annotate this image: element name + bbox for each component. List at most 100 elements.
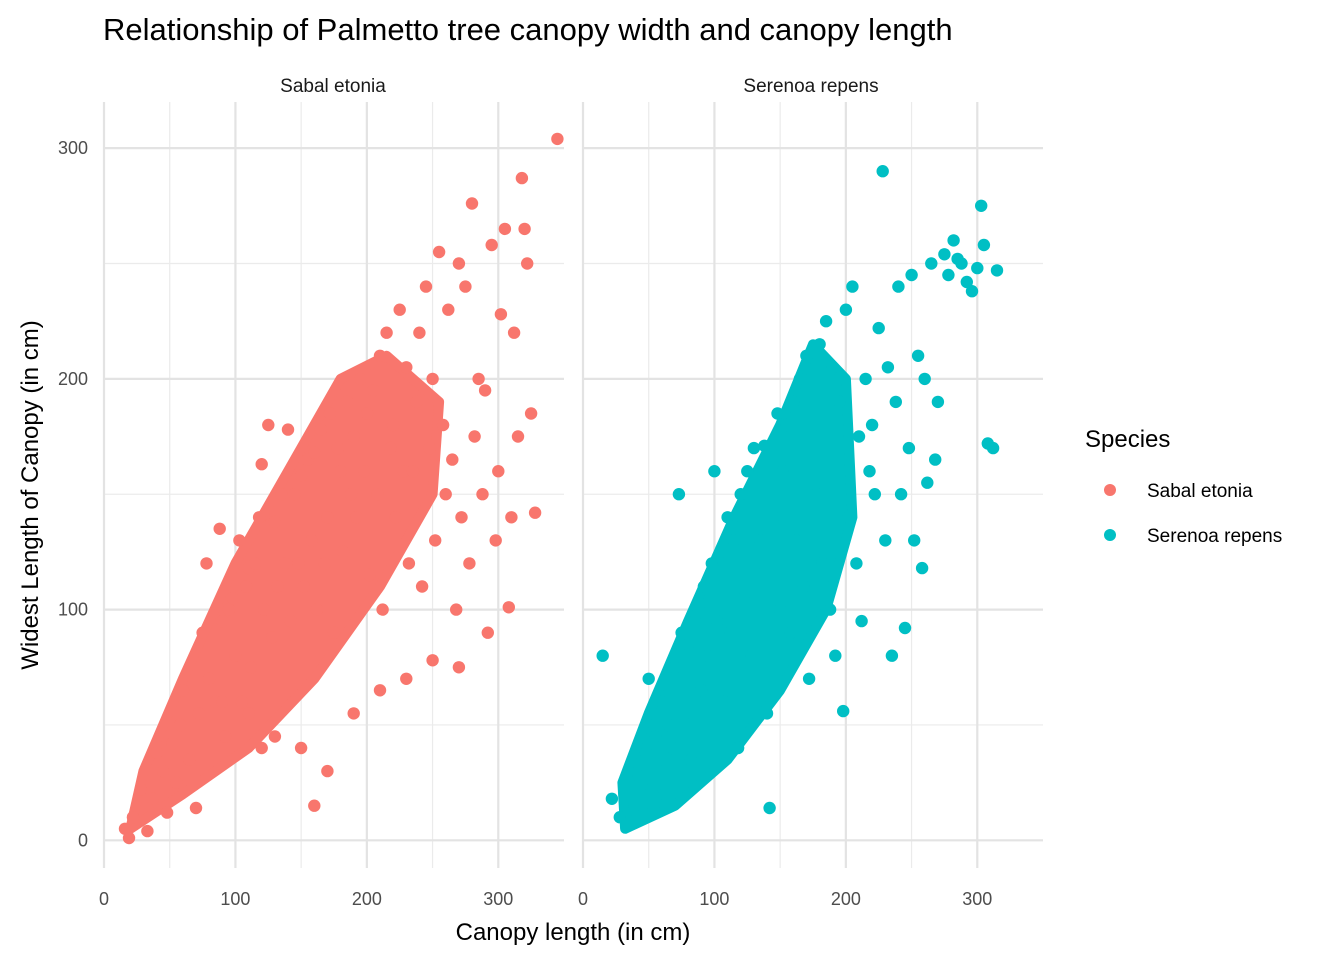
scatter-point [879, 534, 892, 547]
scatter-point [876, 165, 889, 178]
scatter-point [380, 326, 393, 339]
scatter-point [942, 268, 955, 282]
scatter-point [505, 511, 518, 524]
y-tick-label: 300 [58, 138, 88, 158]
scatter-point [402, 557, 416, 570]
scatter-point [649, 730, 662, 743]
scatter-point [763, 801, 776, 815]
scatter-point [373, 349, 387, 362]
scatter-point [837, 704, 850, 718]
scatter-point [233, 534, 246, 547]
scatter-point [852, 430, 866, 443]
scatter-point [819, 315, 833, 328]
scatter-point [810, 488, 824, 501]
scatter-point [925, 257, 938, 270]
scatter-point [947, 234, 960, 247]
scatter-point [344, 488, 358, 501]
scatter-point [358, 465, 371, 478]
scatter-point [524, 407, 538, 420]
scatter-point [898, 621, 912, 635]
scatter-point [141, 824, 154, 838]
scatter-point [515, 171, 529, 185]
x-tick-label: 300 [483, 889, 513, 909]
scatter-point [393, 303, 406, 316]
scatter-point [386, 418, 400, 432]
scatter-point [902, 441, 916, 455]
scatter-point [613, 811, 626, 824]
scatter-point [452, 661, 466, 674]
scatter-point [850, 557, 863, 570]
scatter-point [321, 511, 334, 524]
scatter-point [750, 557, 763, 570]
scatter-point [174, 718, 187, 732]
scatter-point [268, 730, 282, 743]
scatter-point [965, 285, 979, 298]
scatter-point [347, 707, 360, 720]
scatter-point [859, 372, 872, 386]
scatter-point [960, 275, 973, 289]
scatter-point [784, 626, 797, 639]
scatter-point [455, 511, 468, 524]
scatter-point [450, 603, 463, 616]
scatter-point [308, 799, 321, 812]
scatter-point [842, 511, 855, 524]
scatter-point [337, 545, 350, 559]
scatter-point [802, 672, 816, 685]
y-tick-label: 200 [58, 369, 88, 389]
scatter-point [268, 515, 282, 529]
scatter-point [675, 626, 688, 639]
scatter-point [727, 534, 741, 547]
scatter-point [816, 557, 829, 570]
scatter-point [415, 580, 429, 593]
scatter-point [255, 741, 268, 755]
scatter-point [666, 741, 679, 755]
scatter-point [655, 695, 669, 709]
scatter-point [865, 418, 879, 432]
scatter-point [494, 308, 508, 321]
scatter-point [596, 649, 609, 662]
scatter-point [258, 603, 271, 616]
scatter-point [410, 395, 423, 409]
scatter-point [855, 614, 868, 628]
scatter-point [708, 465, 721, 478]
scatter-point [481, 626, 494, 639]
data-points [118, 132, 1004, 845]
scatter-point [846, 280, 859, 293]
scatter-point [892, 280, 905, 293]
scatter-point [200, 557, 213, 570]
scatter-point [701, 649, 715, 662]
scatter-point [350, 511, 363, 524]
scatter-point [294, 741, 308, 755]
scatter-point [340, 395, 354, 409]
scatter-point [881, 361, 895, 374]
scatter-point [931, 395, 945, 409]
scatter-point [679, 707, 692, 720]
scatter-point [229, 649, 242, 662]
scatter-point [213, 522, 226, 535]
scatter-point [275, 488, 288, 501]
scatter-point [639, 746, 653, 759]
scatter-point [297, 580, 310, 593]
scatter-point [160, 806, 174, 819]
scatter-point [371, 488, 384, 501]
scatter-point [758, 439, 771, 452]
legend: Species Sabal etonia Serenoa repens [1085, 426, 1282, 547]
scatter-point [692, 603, 705, 616]
scatter-point [918, 372, 931, 386]
scatter-point [697, 580, 711, 593]
scatter-point [662, 718, 675, 732]
scatter-point [823, 603, 837, 616]
scatter-point [797, 580, 810, 593]
scatter-point [222, 603, 236, 616]
scatter-point [314, 423, 328, 436]
scatter-point [472, 372, 485, 386]
scatter-point [551, 132, 564, 146]
scatter-point [432, 245, 446, 259]
x-tick-label: 300 [962, 889, 992, 909]
scatter-point [279, 557, 292, 570]
scatter-point [476, 488, 489, 501]
scatter-point [389, 511, 402, 524]
scatter-point [242, 707, 255, 720]
scatter-point [905, 268, 918, 282]
